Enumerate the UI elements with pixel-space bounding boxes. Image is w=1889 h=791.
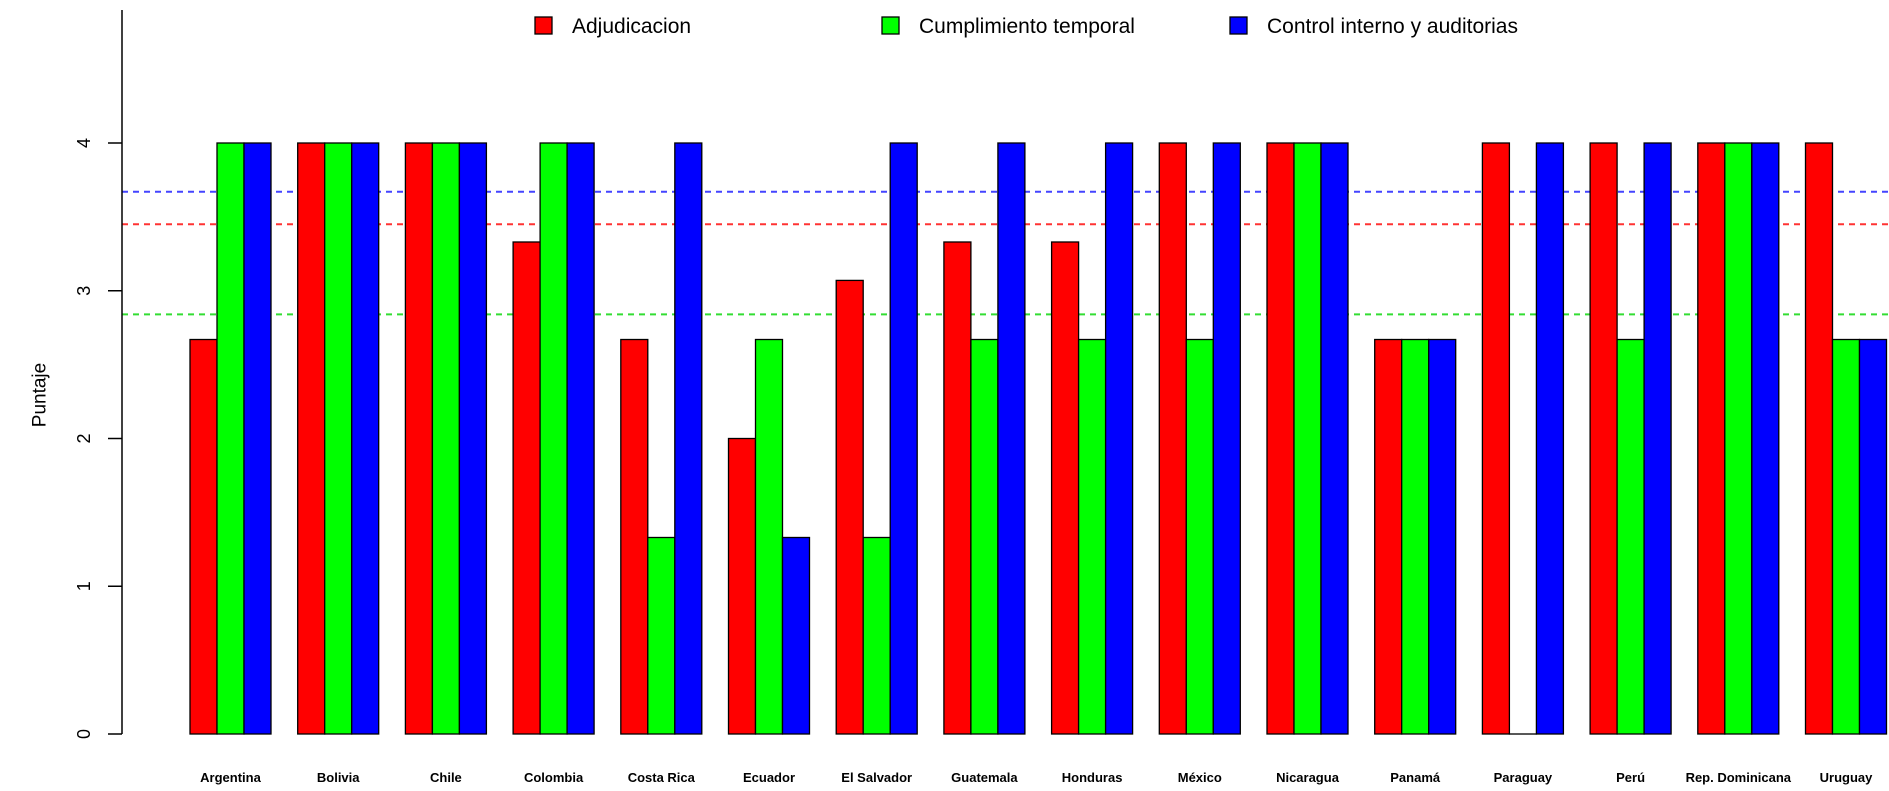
category-label-ecuador: Ecuador [743, 770, 795, 785]
bar-chile-adjudicacion [404, 142, 434, 735]
bar-guatemala-cumplimiento-temporal [970, 338, 999, 735]
bar-colombia-cumplimiento-temporal [539, 142, 568, 735]
bar-honduras-cumplimiento-temporal [1077, 338, 1107, 735]
bar-honduras-adjudicacion [1050, 241, 1080, 735]
legend-label-cumplimiento-temporal: Cumplimiento temporal [919, 15, 1135, 38]
bar-el-salvador-adjudicacion [835, 279, 864, 735]
bar-mexico-adjudicacion [1158, 142, 1187, 735]
category-label-nicaragua: Nicaragua [1276, 770, 1340, 785]
bar-mexico-control-interno-y-auditorias [1212, 142, 1241, 735]
bar-paraguay-adjudicacion [1481, 142, 1511, 735]
bar-nicaragua-cumplimiento-temporal [1293, 142, 1322, 735]
legend-swatch-cumplimiento-temporal [881, 16, 900, 35]
bar-paraguay-control-interno-y-auditorias [1535, 142, 1565, 735]
bars [189, 142, 1888, 735]
category-label-mexico: México [1178, 770, 1222, 785]
bar-rep-dominicana-cumplimiento-temporal [1724, 142, 1753, 735]
category-label-uruguay: Uruguay [1820, 770, 1874, 785]
bar-el-salvador-cumplimiento-temporal [862, 536, 891, 735]
y-tick-label: 3 [74, 286, 94, 296]
bar-peru-cumplimiento-temporal [1616, 338, 1645, 735]
category-label-paraguay: Paraguay [1494, 770, 1553, 785]
bar-chile-cumplimiento-temporal [431, 142, 461, 735]
bar-uruguay-cumplimiento-temporal [1831, 338, 1861, 735]
bar-honduras-control-interno-y-auditorias [1104, 142, 1134, 735]
bar-guatemala-control-interno-y-auditorias [997, 142, 1026, 735]
bar-uruguay-control-interno-y-auditorias [1858, 338, 1888, 735]
category-label-peru: Perú [1616, 770, 1645, 785]
category-label-el-salvador: El Salvador [841, 770, 912, 785]
y-tick-label: 4 [74, 138, 94, 148]
bar-colombia-control-interno-y-auditorias [566, 142, 595, 735]
bar-bolivia-adjudicacion [297, 142, 326, 735]
bar-panama-cumplimiento-temporal [1401, 338, 1430, 735]
bar-mexico-cumplimiento-temporal [1185, 338, 1214, 735]
bar-costa-rica-control-interno-y-auditorias [674, 142, 703, 735]
category-label-rep-dominicana: Rep. Dominicana [1686, 770, 1792, 785]
y-axis-title: Puntaje [30, 363, 51, 427]
bar-nicaragua-adjudicacion [1266, 142, 1295, 735]
bar-costa-rica-adjudicacion [620, 338, 649, 735]
bar-bolivia-control-interno-y-auditorias [351, 142, 380, 735]
bar-argentina-control-interno-y-auditorias [243, 142, 272, 735]
bar-el-salvador-control-interno-y-auditorias [889, 142, 918, 735]
legend-label-control-interno-y-auditorias: Control interno y auditorias [1267, 15, 1518, 38]
bar-argentina-cumplimiento-temporal [216, 142, 245, 735]
bar-peru-adjudicacion [1589, 142, 1618, 735]
bar-uruguay-adjudicacion [1804, 142, 1834, 735]
category-label-argentina: Argentina [200, 770, 261, 785]
bar-panama-control-interno-y-auditorias [1428, 338, 1457, 735]
legend-label-adjudicacion: Adjudicacion [572, 15, 691, 38]
category-label-honduras: Honduras [1062, 770, 1123, 785]
category-label-colombia: Colombia [524, 770, 584, 785]
legend-swatch-control-interno-y-auditorias [1229, 16, 1248, 35]
bar-chile-control-interno-y-auditorias [458, 142, 488, 735]
y-tick-label: 1 [74, 581, 94, 591]
bar-ecuador-adjudicacion [727, 437, 757, 735]
y-tick-label: 2 [74, 433, 94, 443]
bar-panama-adjudicacion [1374, 338, 1403, 735]
bar-rep-dominicana-control-interno-y-auditorias [1751, 142, 1780, 735]
bar-nicaragua-control-interno-y-auditorias [1320, 142, 1349, 735]
bar-bolivia-cumplimiento-temporal [324, 142, 353, 735]
bar-guatemala-adjudicacion [943, 241, 972, 735]
bar-costa-rica-cumplimiento-temporal [647, 536, 676, 735]
bar-peru-control-interno-y-auditorias [1643, 142, 1672, 735]
y-ticks: 0 1 2 3 4 [74, 138, 122, 739]
bar-argentina-adjudicacion [189, 338, 218, 735]
legend-swatch-adjudicacion [534, 16, 553, 35]
bar-colombia-adjudicacion [512, 241, 541, 735]
bar-rep-dominicana-adjudicacion [1697, 142, 1726, 735]
y-tick-label: 0 [74, 729, 94, 739]
bar-ecuador-control-interno-y-auditorias [781, 536, 811, 735]
category-label-chile: Chile [430, 770, 462, 785]
category-labels: Argentina Bolivia Chile Colombia Costa Rica E… [200, 770, 1873, 785]
category-label-bolivia: Bolivia [317, 770, 360, 785]
category-label-panama: Panamá [1390, 770, 1441, 785]
bar-ecuador-cumplimiento-temporal [754, 338, 784, 735]
category-label-costa-rica: Costa Rica [628, 770, 696, 785]
legend: Adjudicacion Cumplimiento temporal Control… [534, 15, 1518, 38]
category-label-guatemala: Guatemala [951, 770, 1018, 785]
